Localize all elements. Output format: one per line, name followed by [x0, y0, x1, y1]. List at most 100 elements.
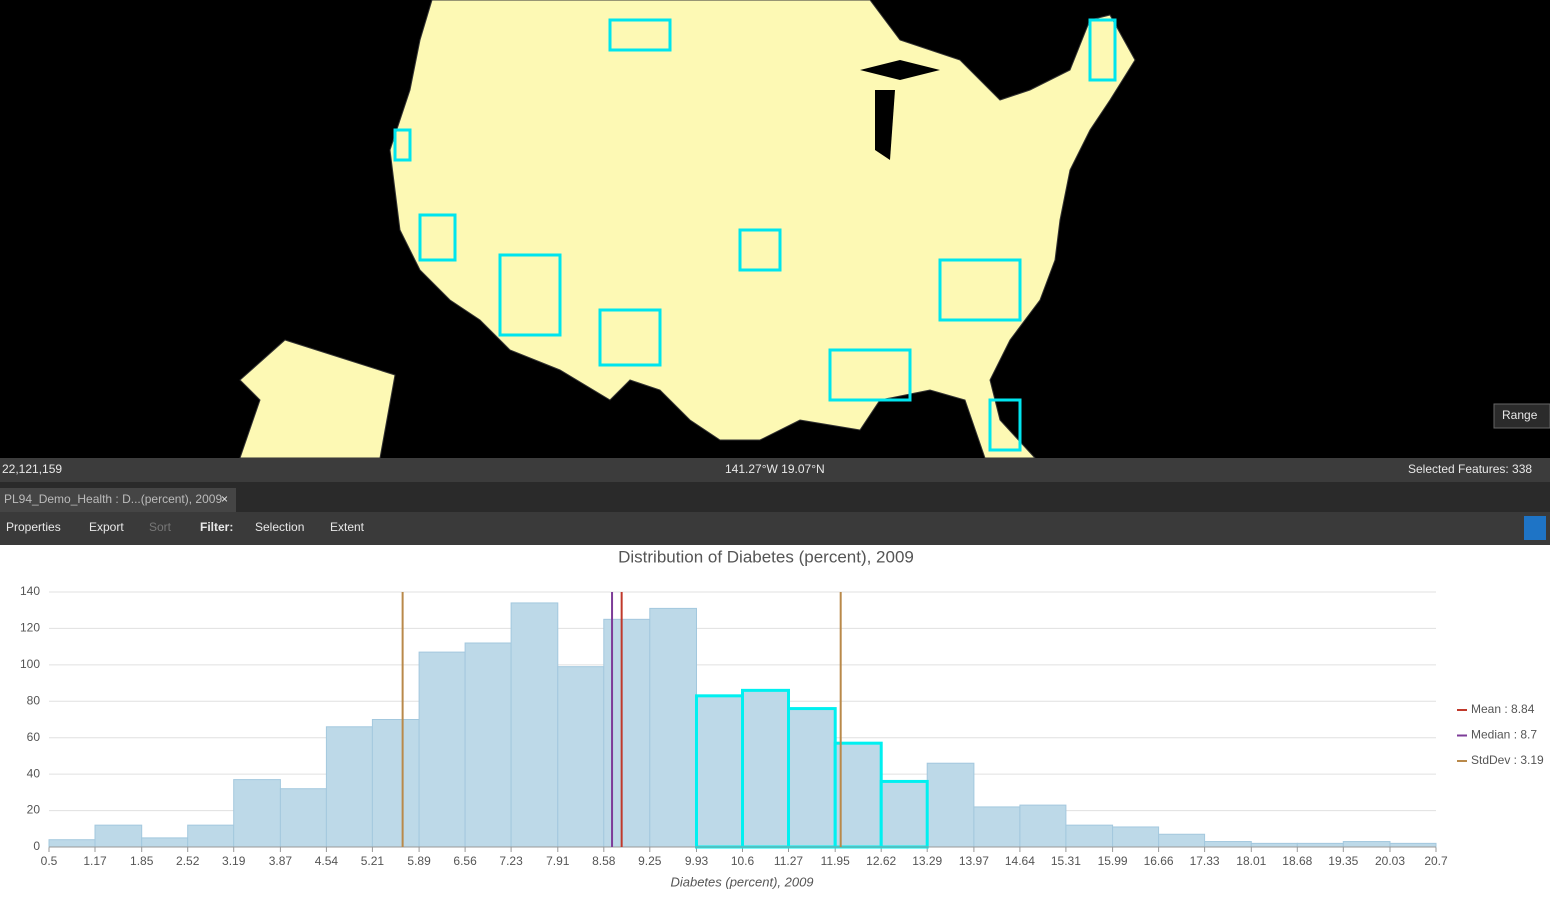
selected-county — [393, 128, 412, 162]
x-tick-label: 20.7 — [1424, 854, 1448, 868]
legend-label[interactable]: Median : 8.7 — [1471, 728, 1537, 742]
bar[interactable] — [1342, 841, 1391, 848]
list-toggle[interactable] — [1524, 516, 1546, 540]
x-tick-label: 18.68 — [1282, 854, 1312, 868]
y-tick-label: 100 — [20, 657, 40, 671]
y-tick-label: 60 — [27, 730, 41, 744]
status-bar — [0, 458, 1550, 482]
selected-county — [738, 228, 782, 272]
bar[interactable] — [1065, 824, 1114, 848]
tab-title: PL94_Demo_Health : D...(percent), 2009 — [4, 492, 222, 506]
bar[interactable] — [741, 688, 791, 849]
x-tick-label: 1.17 — [83, 854, 107, 868]
range-label: Range — [1502, 408, 1538, 422]
bar[interactable] — [603, 618, 651, 848]
bar[interactable] — [418, 651, 466, 848]
toolbar — [0, 512, 1550, 545]
bar[interactable] — [48, 839, 96, 848]
selected-county — [828, 348, 912, 402]
x-tick-label: 19.35 — [1328, 854, 1358, 868]
x-tick-label: 18.01 — [1236, 854, 1266, 868]
selected-county — [498, 253, 562, 337]
x-tick-label: 9.25 — [638, 854, 662, 868]
x-tick-label: 20.03 — [1375, 854, 1405, 868]
bar[interactable] — [787, 707, 837, 849]
sort-button[interactable]: Sort — [149, 520, 172, 534]
map-lake — [860, 60, 940, 80]
y-tick-label: 80 — [27, 693, 41, 707]
x-tick-label: 17.33 — [1190, 854, 1220, 868]
x-tick-label: 9.93 — [685, 854, 709, 868]
chart-title: Distribution of Diabetes (percent), 2009 — [618, 547, 914, 566]
bar[interactable] — [464, 642, 512, 848]
legend-label[interactable]: StdDev : 3.19 — [1471, 753, 1544, 767]
x-tick-label: 14.64 — [1005, 854, 1035, 868]
bar[interactable] — [233, 779, 281, 848]
bar[interactable] — [973, 806, 1021, 848]
x-tick-label: 7.23 — [499, 854, 523, 868]
x-tick-label: 10.6 — [731, 854, 755, 868]
bar[interactable] — [187, 824, 235, 848]
bar[interactable] — [879, 779, 929, 849]
x-tick-label: 4.54 — [315, 854, 339, 868]
tab[interactable] — [0, 488, 236, 512]
x-tick-label: 5.21 — [361, 854, 385, 868]
scale-text[interactable]: 22,121,159 — [2, 462, 62, 476]
bar[interactable] — [510, 602, 559, 848]
bar[interactable] — [1112, 826, 1160, 848]
y-tick-label: 0 — [33, 839, 40, 853]
selected-county — [598, 308, 662, 367]
x-tick-label: 11.95 — [821, 854, 850, 868]
map-lake — [875, 90, 895, 160]
extent-button[interactable]: Extent — [330, 520, 365, 534]
selection-button[interactable]: Selection — [255, 520, 304, 534]
y-tick-label: 40 — [27, 766, 41, 780]
x-tick-label: 5.89 — [407, 854, 431, 868]
bar[interactable] — [1296, 842, 1344, 848]
coordinates: 141.27°W 19.07°N — [725, 462, 825, 476]
x-tick-label: 12.62 — [866, 854, 896, 868]
bar[interactable] — [926, 762, 975, 848]
x-tick-label: 0.5 — [41, 854, 58, 868]
x-tick-label: 15.99 — [1098, 854, 1128, 868]
y-tick-label: 20 — [27, 803, 41, 817]
bar[interactable] — [1158, 833, 1206, 848]
bar[interactable] — [694, 694, 744, 849]
properties-button[interactable]: Properties — [6, 520, 61, 534]
x-tick-label: 8.58 — [592, 854, 616, 868]
tab-close[interactable]: × — [221, 492, 228, 506]
filter-label: Filter: — [200, 520, 233, 534]
x-tick-label: 7.91 — [546, 854, 570, 868]
bar[interactable] — [557, 666, 605, 848]
bar[interactable] — [1389, 842, 1437, 848]
y-tick-label: 120 — [20, 621, 40, 635]
bar[interactable] — [94, 824, 143, 848]
bar[interactable] — [833, 741, 883, 849]
selected-county — [418, 213, 457, 262]
bar[interactable] — [371, 719, 420, 848]
bar[interactable] — [649, 607, 697, 848]
selected-counties — [393, 18, 1117, 452]
x-tick-label: 2.52 — [176, 854, 200, 868]
x-tick-label: 13.97 — [959, 854, 989, 868]
x-tick-label: 3.19 — [222, 854, 246, 868]
bar[interactable] — [1204, 841, 1252, 848]
legend-label[interactable]: Mean : 8.84 — [1471, 702, 1535, 716]
x-axis-label: Diabetes (percent), 2009 — [670, 874, 813, 889]
bar[interactable] — [325, 726, 373, 848]
x-tick-label: 11.27 — [774, 854, 803, 868]
export-button[interactable]: Export — [89, 520, 124, 534]
x-tick-label: 16.66 — [1144, 854, 1174, 868]
selected-county — [988, 398, 1022, 452]
range-button[interactable] — [1493, 403, 1550, 429]
y-tick-label: 140 — [20, 584, 40, 598]
tab-bar — [0, 482, 1550, 512]
bar[interactable] — [1019, 804, 1067, 848]
x-tick-label: 6.56 — [453, 854, 477, 868]
x-tick-label: 1.85 — [130, 854, 154, 868]
bar[interactable] — [279, 788, 327, 848]
bar[interactable] — [141, 837, 189, 848]
bar[interactable] — [1250, 842, 1298, 848]
